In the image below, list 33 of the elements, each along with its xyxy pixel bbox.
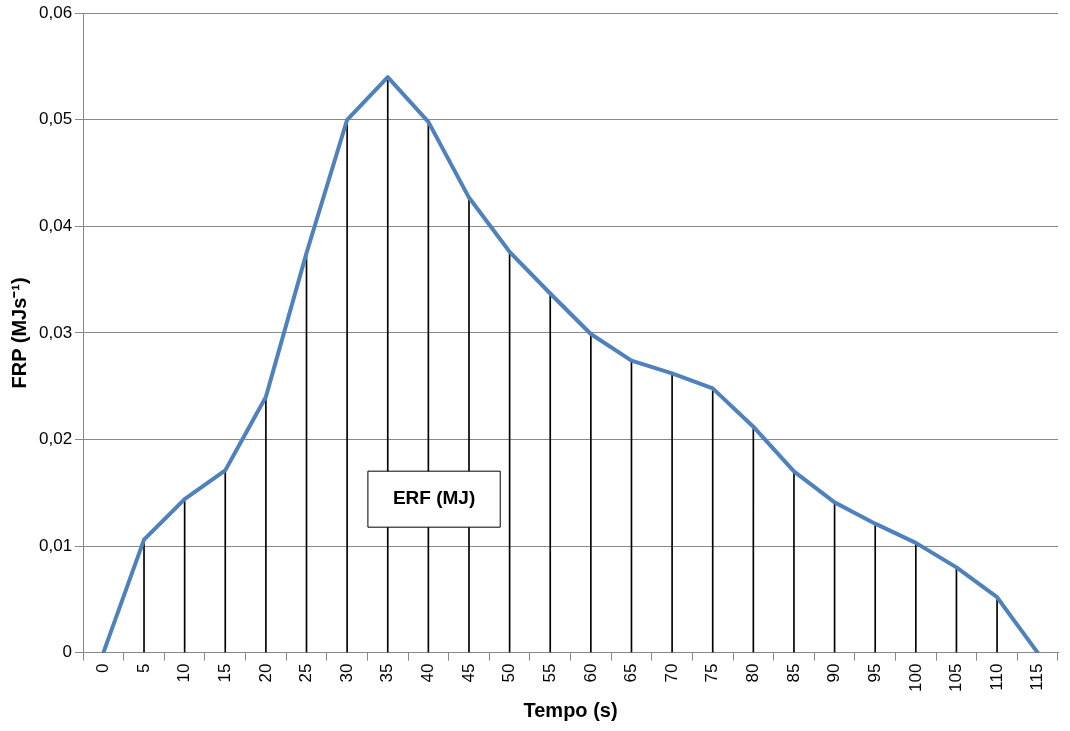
x-tick-label: 15 [214, 663, 234, 683]
y-tick-label: 0,05 [38, 109, 73, 129]
x-tick-label: 35 [377, 663, 397, 683]
x-tick-label: 50 [499, 663, 519, 683]
x-tick-label: 5 [133, 663, 153, 674]
x-tick-label: 85 [783, 663, 803, 683]
x-tick-label: 55 [539, 663, 559, 683]
x-tick-label: 45 [458, 663, 478, 683]
x-tick-label: 80 [743, 663, 763, 683]
x-tick-label: 65 [621, 663, 641, 683]
x-tick-label: 25 [296, 663, 316, 683]
x-tick-label: 110 [986, 663, 1006, 691]
y-tick-label: 0,04 [38, 216, 73, 236]
x-tick-label: 60 [580, 663, 600, 683]
x-tick-label: 90 [824, 663, 844, 683]
x-tick-label: 115 [1027, 663, 1047, 691]
x-tick-label: 100 [905, 663, 925, 693]
y-axis-title: FRP (MJs⁻¹) [7, 277, 30, 389]
x-tick-label: 70 [661, 663, 681, 683]
y-tick-label: 0,02 [38, 429, 73, 449]
annotation: ERF (MJ) [392, 487, 476, 509]
x-tick-label: 20 [255, 663, 275, 683]
x-axis-title: Tempo (s) [523, 698, 618, 721]
x-tick-label: 30 [336, 663, 356, 683]
x-tick-label: 10 [174, 663, 194, 683]
x-tick-label: 40 [418, 663, 438, 683]
y-tick-label: 0,01 [38, 535, 73, 555]
x-tick-label: 105 [946, 663, 966, 693]
y-tick-label: 0,03 [38, 322, 73, 342]
y-tick-label: 0,06 [38, 2, 73, 22]
x-tick-label: 95 [864, 663, 884, 683]
x-tick-label: 75 [702, 663, 722, 683]
x-tick-label: 0 [93, 663, 113, 674]
